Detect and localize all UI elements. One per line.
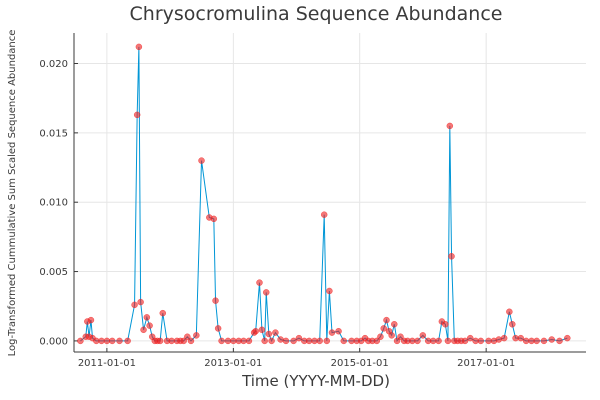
chart-title: Chrysocromulina Sequence Abundance [130, 3, 503, 25]
data-point [87, 316, 95, 324]
axes [73, 33, 586, 353]
data-point [131, 301, 138, 309]
data-point [397, 333, 404, 340]
data-point [388, 332, 395, 339]
data-point [533, 337, 540, 345]
data-point [522, 337, 530, 345]
data-point [214, 325, 222, 332]
data-point [184, 333, 191, 340]
data-point [485, 337, 492, 345]
data-point [340, 337, 348, 345]
data-point [495, 336, 503, 343]
data-point [466, 334, 474, 342]
data-point [261, 337, 268, 345]
data-point [159, 309, 167, 317]
data-point [380, 325, 387, 332]
data-point [446, 122, 454, 130]
data-point [393, 337, 401, 345]
y-tick-label: 0.015 [39, 128, 68, 139]
data-point [103, 337, 111, 345]
data-point [265, 330, 273, 338]
y-tick-label: 0.020 [39, 59, 68, 70]
data-point [316, 337, 323, 345]
data-point [108, 337, 116, 345]
y-tick-label: 0.010 [39, 198, 68, 209]
data-point [252, 327, 259, 335]
data-point [256, 279, 263, 286]
data-point [77, 337, 84, 345]
data-point [262, 289, 270, 296]
data-point [506, 308, 513, 316]
data-point [210, 215, 218, 223]
data-point [224, 337, 232, 345]
data-point [295, 334, 303, 342]
data-point [548, 336, 555, 343]
data-point [272, 329, 279, 336]
data-point [435, 337, 442, 345]
data-point [373, 337, 381, 345]
data-point [212, 297, 219, 304]
x-axis-label: Time (YYYY-MM-DD) [241, 372, 390, 390]
data-point [245, 337, 253, 345]
data-point [168, 337, 175, 345]
data-points [77, 43, 571, 345]
data-point [556, 337, 563, 345]
x-tick-label: 2017-01-01 [457, 358, 515, 369]
data-point [277, 336, 284, 343]
data-point [305, 337, 313, 345]
data-point [137, 298, 144, 306]
data-point [391, 321, 398, 328]
data-point [377, 333, 384, 340]
data-point [218, 337, 225, 345]
data-point [187, 337, 195, 345]
data-point [198, 157, 205, 164]
data-point [146, 322, 153, 329]
data-point [500, 334, 508, 342]
data-point [140, 326, 147, 334]
data-point [290, 337, 297, 345]
data-point [143, 314, 151, 321]
data-point [193, 332, 200, 339]
data-point [282, 337, 290, 345]
data-point [124, 337, 131, 345]
data-point [419, 332, 427, 339]
data-point [268, 337, 275, 345]
data-point [180, 337, 187, 345]
data-point [517, 334, 525, 342]
data-point [509, 321, 516, 328]
data-point [429, 337, 437, 345]
data-point [323, 337, 331, 345]
data-point [414, 337, 421, 345]
x-tick-label: 2011-01-01 [78, 358, 136, 369]
y-axis-label: Log-Transformed Cummulative Sum Scaled S… [7, 30, 18, 357]
data-point [98, 337, 105, 345]
data-point [258, 326, 266, 334]
data-point [335, 327, 342, 335]
data-point [477, 337, 485, 345]
data-point [116, 337, 123, 345]
data-point [133, 111, 141, 119]
data-point [135, 43, 143, 51]
data-point [442, 321, 449, 328]
data-point [564, 334, 571, 342]
data-point [448, 253, 455, 260]
data-point [540, 337, 548, 345]
data-point [230, 337, 237, 345]
data-point [383, 316, 390, 324]
data-point [156, 337, 164, 345]
y-tick-label: 0.000 [39, 336, 68, 347]
x-tick-label: 2013-01-01 [204, 358, 262, 369]
data-point [444, 337, 452, 345]
data-point [328, 329, 336, 336]
data-point [461, 337, 469, 345]
data-point [320, 211, 328, 218]
x-tick-label: 2015-01-01 [331, 358, 389, 369]
data-point [240, 337, 247, 345]
x-ticks: 2011-01-01 2013-01-01 2015-01-01 2017-01-01 [78, 348, 515, 369]
y-tick-label: 0.005 [39, 267, 68, 278]
data-point [326, 287, 333, 295]
